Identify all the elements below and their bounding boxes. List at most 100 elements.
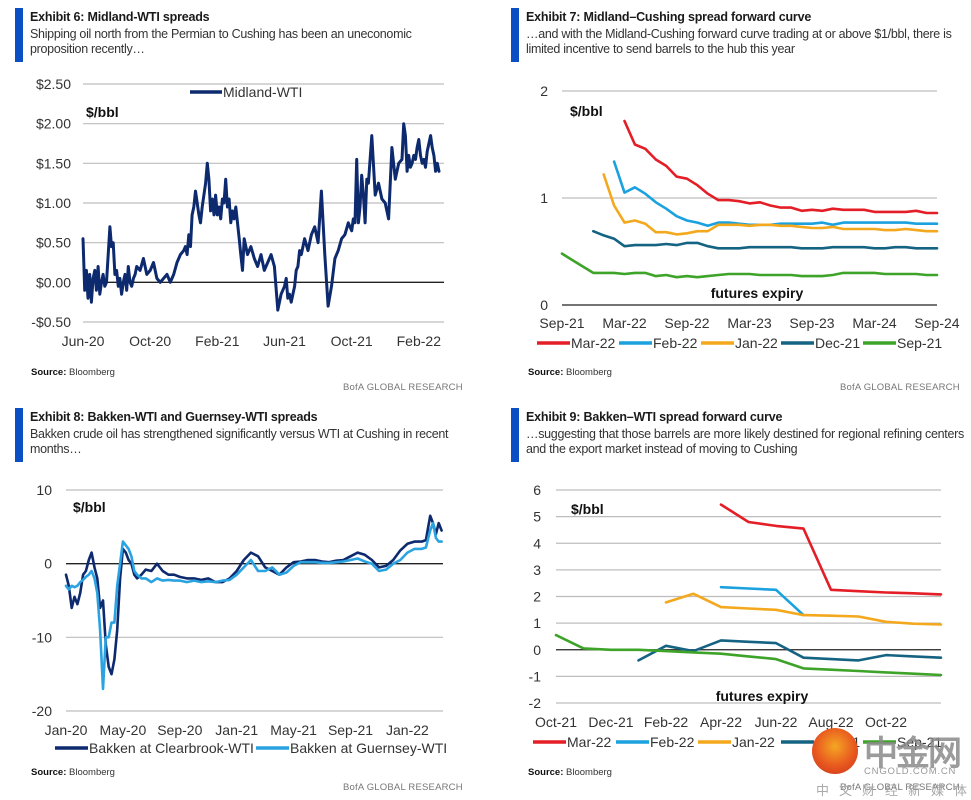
legend-label: Mar-22: [567, 734, 612, 750]
watermark-tagline: 中文财经新媒体: [816, 784, 971, 799]
exhibit-accent-bar: [511, 8, 519, 62]
series-line-jan-22: [664, 592, 943, 626]
chart-0: $2.50 $2.00 $1.50 $1.00 $0.50 $0.00 -$0.50 Jun-…: [31, 76, 444, 349]
x-tick-label: Sep-22: [664, 315, 709, 331]
y-tick-label: 1: [540, 190, 548, 206]
source-label: Source:: [528, 767, 564, 778]
x-tick-label: Jan-20: [45, 722, 88, 738]
x-tick-label: May-20: [100, 722, 147, 738]
y-tick-label: 0: [44, 556, 52, 572]
series-line-mar-22: [719, 503, 943, 596]
exhibit-subtitle: …suggesting that those barrels are more …: [526, 427, 964, 456]
y-tick-label: 2: [533, 589, 541, 605]
series-line-bakken-at-clearbrook-wti: [64, 514, 443, 676]
x-tick-label: Sep-20: [157, 722, 202, 738]
annotation-futures-expiry: futures expiry: [716, 688, 809, 704]
y-tick-label: 3: [533, 562, 541, 578]
y-tick-label: 2: [540, 83, 548, 99]
x-tick-label: Oct-22: [865, 714, 907, 730]
watermark-brand: 中金网: [864, 734, 962, 774]
x-tick-label: May-21: [270, 722, 317, 738]
chart-3: 6 5 4 3 2 1 0 -1 -2 Oct-21 Dec-21 Feb-22 Apr-22 Jun-2…: [529, 482, 943, 750]
y-tick-label: $0.00: [36, 274, 71, 290]
series-line-midland-wti: [81, 122, 441, 312]
source-label: Source:: [528, 367, 564, 378]
legend-label: Jan-22: [732, 734, 775, 750]
x-tick-label: Oct-21: [535, 714, 577, 730]
x-tick-label: Mar-22: [602, 315, 647, 331]
x-tick-label: Jan-21: [215, 722, 258, 738]
y-tick-label: $0.50: [36, 235, 71, 251]
x-tick-label: Aug-22: [808, 714, 853, 730]
source-value: Bloomberg: [69, 767, 115, 778]
x-tick-label: Oct-20: [129, 333, 171, 349]
exhibit-accent-bar: [15, 8, 23, 62]
series-line-dec-21: [591, 229, 939, 250]
series-line-feb-22: [719, 585, 805, 617]
chart-2: 10 0 -10 -20 Jan-20 May-20 Sep-20 Jan-21 May-21 S…: [32, 482, 447, 756]
y-tick-label: -1: [529, 668, 542, 684]
source-label: Source:: [31, 767, 67, 778]
y-tick-label: -$0.50: [31, 314, 71, 330]
exhibit-accent-bar: [15, 408, 23, 462]
y-tick-label: 0: [540, 297, 548, 313]
x-tick-label: Jun-20: [62, 333, 105, 349]
x-tick-label: Feb-22: [397, 333, 442, 349]
exhibit-title: Exhibit 9: Bakken–WTI spread forward cur…: [526, 410, 783, 424]
series-line-bakken-at-guernsey-wti: [64, 521, 443, 691]
y-tick-label: $2.50: [36, 76, 71, 92]
legend-label: Dec-21: [815, 335, 860, 351]
watermark: 中金网 CNGOLD.COM.CN 中文财经新媒体: [800, 722, 971, 800]
x-tick-label: Jun-22: [755, 714, 798, 730]
exhibit-subtitle: …and with the Midland-Cushing forward cu…: [526, 27, 952, 56]
series-line-mar-22: [623, 119, 939, 215]
series-line-sep-21: [554, 633, 943, 677]
series-line-jan-22: [602, 173, 939, 236]
legend-label: Feb-22: [650, 734, 695, 750]
source-value: Bloomberg: [69, 367, 115, 378]
y-tick-label: 6: [533, 482, 541, 498]
legend-label: Bakken at Clearbrook-WTI: [89, 740, 254, 756]
source-label: Source:: [31, 367, 67, 378]
series-line-sep-21: [560, 252, 939, 279]
exhibit-accent-bar: [511, 408, 519, 462]
source-note: Source: Bloomberg: [528, 367, 612, 378]
x-tick-label: Feb-22: [644, 714, 689, 730]
watermark-url: CNGOLD.COM.CN: [864, 766, 957, 777]
exhibit-subtitle: Shipping oil north from the Permian to C…: [30, 27, 412, 56]
x-tick-label: Mar-24: [852, 315, 897, 331]
unit-label: $/bbl: [73, 499, 106, 515]
x-tick-label: Jan-22: [386, 722, 429, 738]
unit-label: $/bbl: [571, 501, 604, 517]
y-tick-label: 10: [36, 482, 52, 498]
x-tick-label: Oct-21: [331, 333, 373, 349]
y-tick-label: 1: [533, 615, 541, 631]
annotation-futures-expiry: futures expiry: [711, 285, 804, 301]
y-tick-label: 4: [533, 535, 541, 551]
y-tick-label: -20: [32, 703, 52, 719]
y-tick-label: $1.00: [36, 195, 71, 211]
exhibit-title: Exhibit 7: Midland–Cushing spread forwar…: [526, 10, 812, 24]
x-tick-label: Sep-24: [914, 315, 959, 331]
y-tick-label: -2: [529, 695, 542, 711]
x-tick-label: Sep-21: [328, 722, 373, 738]
legend-label: Bakken at Guernsey-WTI: [290, 740, 447, 756]
brand-footer: BofA GLOBAL RESEARCH: [343, 382, 463, 393]
series-line-feb-22: [612, 160, 939, 228]
x-tick-label: Mar-23: [727, 315, 772, 331]
exhibit-title: Exhibit 8: Bakken-WTI and Guernsey-WTI s…: [30, 410, 318, 424]
x-tick-label: Dec-21: [588, 714, 633, 730]
x-tick-label: Sep-21: [539, 315, 584, 331]
y-tick-label: 5: [533, 509, 541, 525]
brand-footer: BofA GLOBAL RESEARCH: [343, 782, 463, 793]
legend-label: Sep-21: [897, 734, 942, 750]
legend-label: Sep-21: [897, 335, 942, 351]
legend-label: Midland-WTI: [223, 84, 302, 100]
y-tick-label: $2.00: [36, 116, 71, 132]
exhibit-subtitle: Bakken crude oil has strengthened signif…: [30, 427, 449, 456]
y-tick-label: $1.50: [36, 155, 71, 171]
source-note: Source: Bloomberg: [528, 767, 612, 778]
brand-footer: BofA GLOBAL RESEARCH: [840, 382, 960, 393]
legend-label: Jan-22: [735, 335, 778, 351]
